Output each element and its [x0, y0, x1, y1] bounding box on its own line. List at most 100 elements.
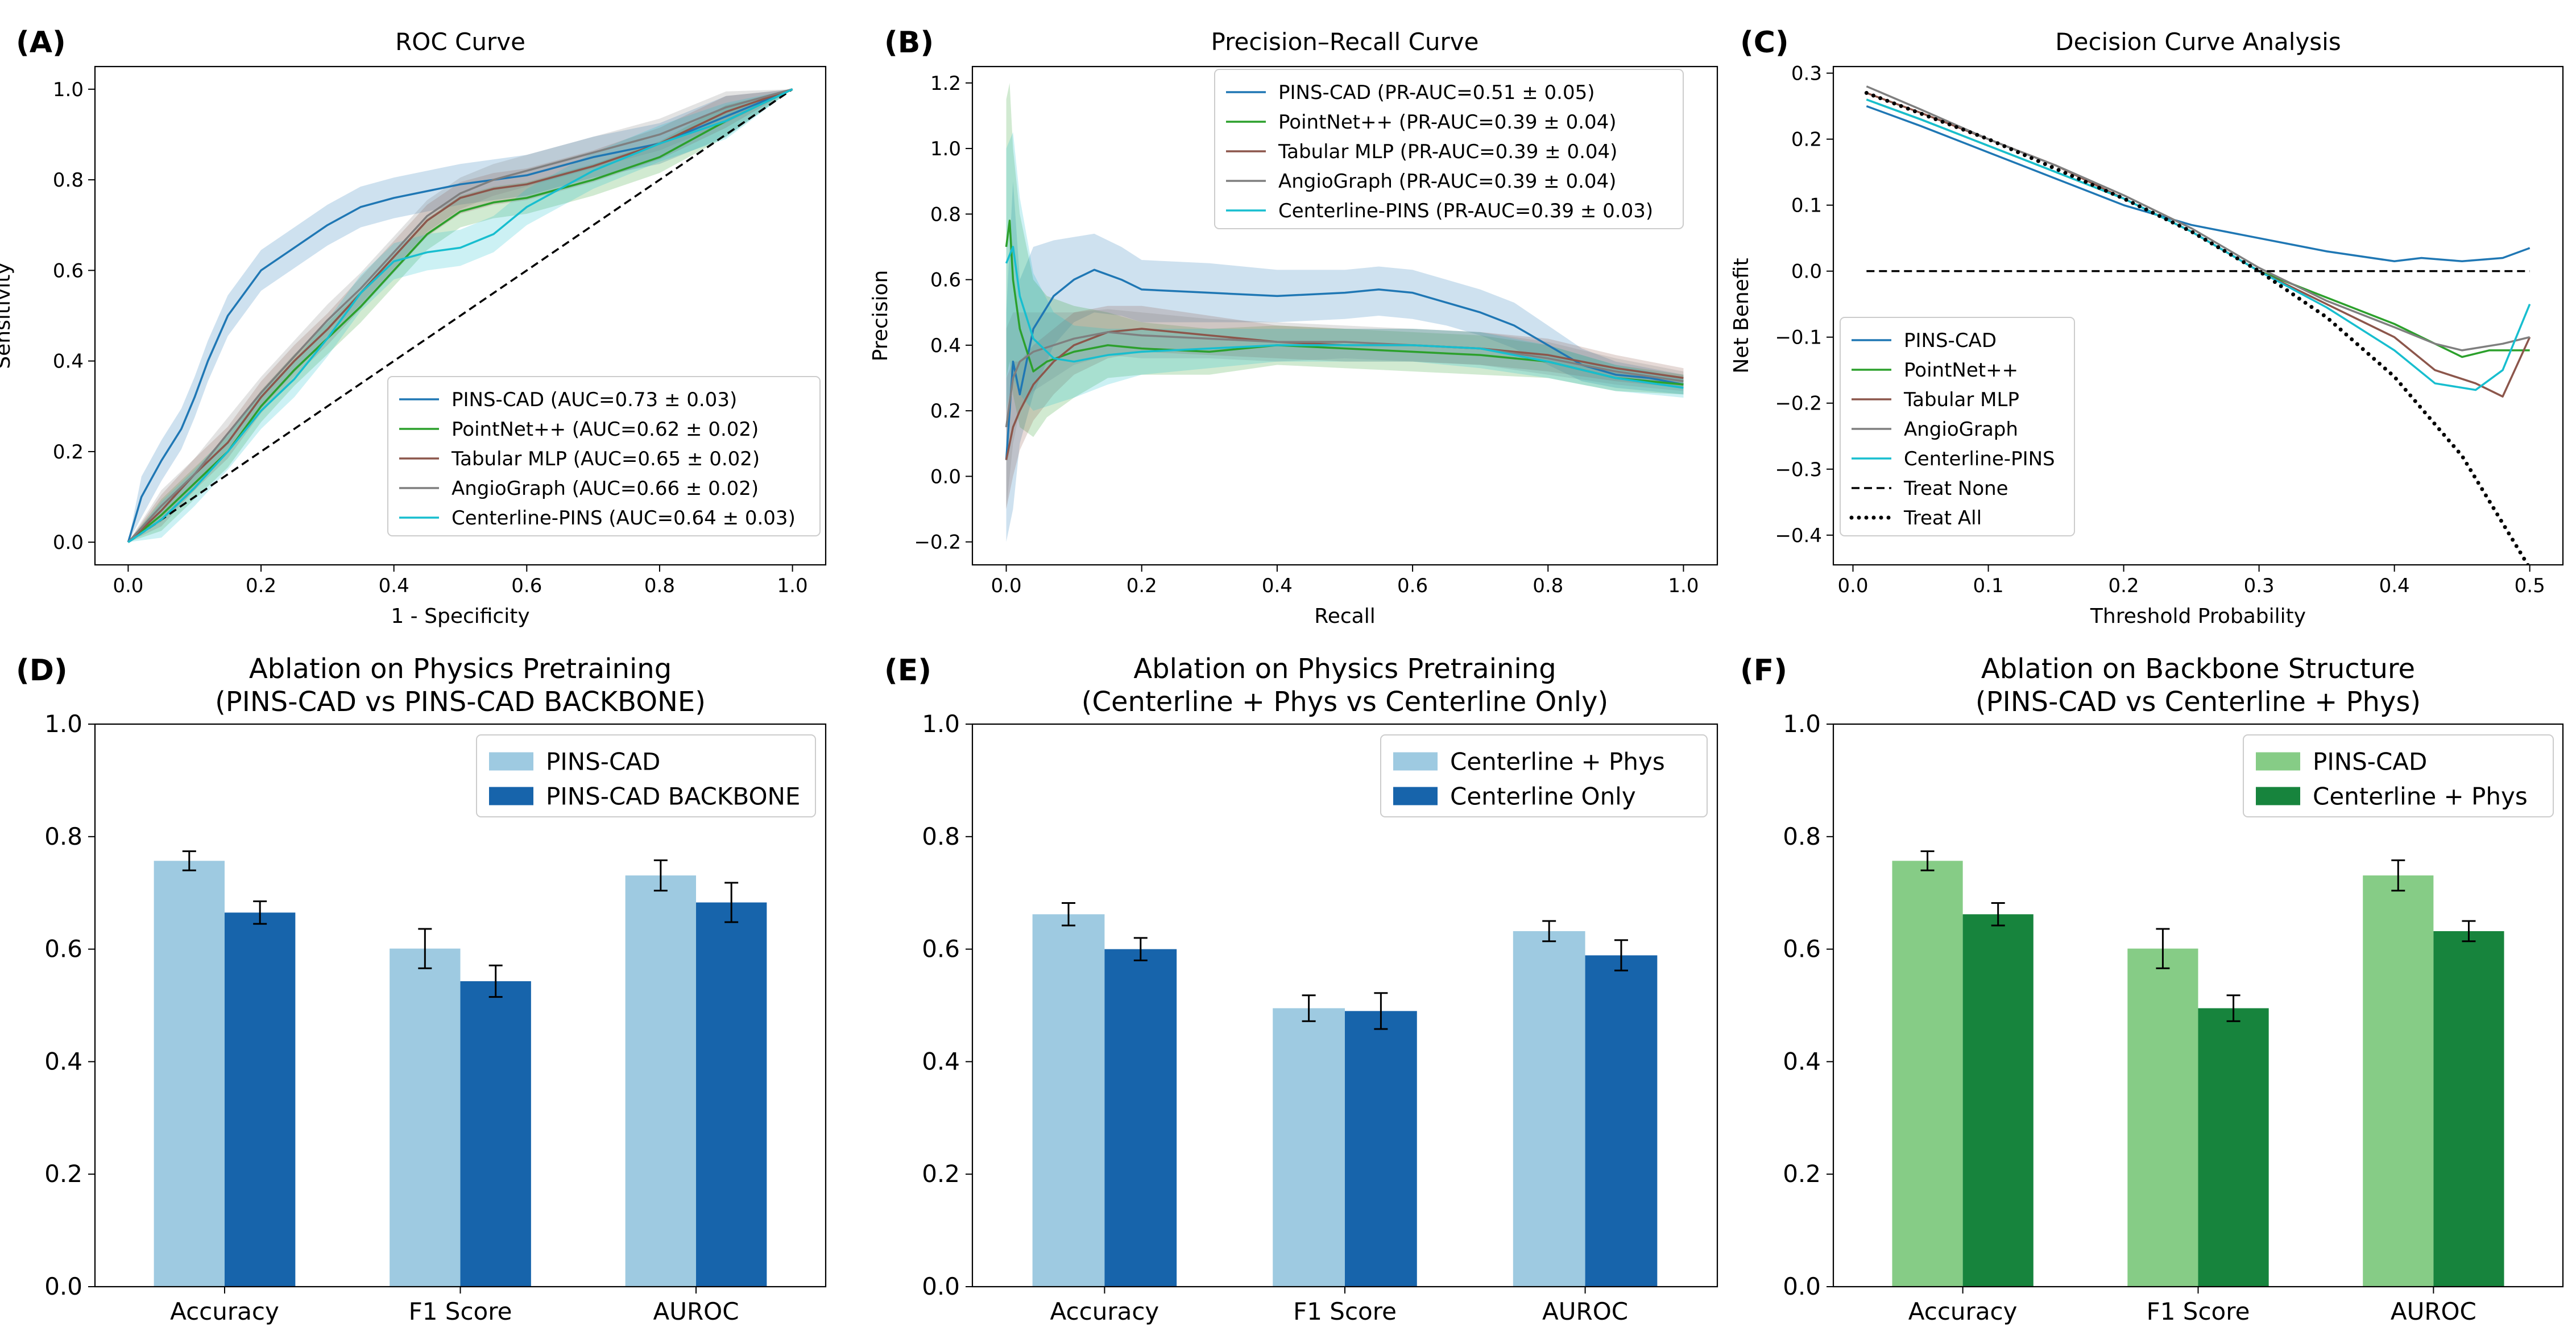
plot-frame — [971, 65, 1718, 566]
y-tick-label: 0.6 — [53, 259, 84, 282]
legend-label-pins-cad: PINS-CAD — [546, 748, 660, 776]
chart-title-line: (PINS-CAD vs PINS-CAD BACKBONE) — [215, 686, 706, 718]
x-axis-label: Recall — [1314, 605, 1375, 628]
plot-area — [1864, 85, 2531, 565]
legend-box — [387, 376, 821, 536]
bar-pins-cad — [154, 861, 225, 1287]
y-tick-label: 0.0 — [930, 465, 961, 488]
chart-title-line: Ablation on Backbone Structure — [1981, 653, 2415, 685]
x-tick-label: 1.0 — [1668, 575, 1699, 597]
y-tick-label: −0.3 — [1775, 458, 1822, 481]
y-tick-label: −0.2 — [1775, 392, 1822, 415]
series-line-treat-all — [1864, 90, 2531, 565]
category-label: Accuracy — [1908, 1297, 2018, 1325]
legend-swatch-pins-cad — [489, 752, 533, 771]
band-centerline-pins — [1006, 132, 1684, 411]
bar-pins-cad — [2363, 875, 2434, 1287]
bar-pins-cad — [2127, 948, 2198, 1287]
legend: PINS-CAD PointNet++ Tabular MLP AngioGraph C… — [1840, 317, 2075, 536]
series-line-angiograph — [127, 88, 793, 543]
series-line-centerline-pins — [1005, 246, 1684, 389]
category-label: AUROC — [2391, 1297, 2476, 1325]
legend-label-pointnet: PointNet++ — [1904, 359, 2018, 382]
bar-centerline-phys — [1962, 914, 2034, 1287]
y-tick-label: 0.8 — [53, 169, 84, 192]
panel-a: 0.0 0.2 0.4 0.6 0.8 1.0 0.0 0.2 0.4 0.6 0.8 1.0 ROC … — [0, 26, 827, 628]
x-tick-label: 1.0 — [777, 575, 808, 597]
legend-box — [1840, 317, 2075, 536]
chart-title-line: (PINS-CAD vs Centerline + Phys) — [1976, 686, 2421, 718]
y-tick-label: 0.3 — [1791, 63, 1822, 85]
legend-swatch-centerline-phys — [2256, 787, 2300, 805]
y-tick-label: 0.4 — [44, 1047, 82, 1075]
band-pins-cad — [1006, 181, 1684, 542]
legend-label-pins-cad: PINS-CAD — [2313, 748, 2427, 776]
y-tick-label: 1.2 — [930, 72, 961, 95]
x-tick-label: 0.4 — [1262, 575, 1293, 597]
category-label: Accuracy — [170, 1297, 279, 1325]
legend-label-tabular-mlp: Tabular MLP (AUC=0.65 ± 0.02) — [451, 448, 760, 470]
category-label: F1 Score — [409, 1297, 512, 1325]
bar-centerline-phys — [1032, 914, 1105, 1287]
y-axis-label: Precision — [869, 270, 892, 362]
x-tick-label: 0.8 — [644, 575, 675, 597]
legend-label-tabular-mlp: Tabular MLP — [1903, 389, 2019, 411]
chart-title: Precision–Recall Curve — [1211, 28, 1479, 56]
x-tick-label: 0.6 — [1397, 575, 1428, 597]
panel-f: Accuracy F1 Score AUROC 0.0 0.2 0.4 0.6 0.8 1.0 A… — [1740, 653, 2564, 1325]
y-tick-label: 1.0 — [44, 710, 82, 738]
chart-title: Decision Curve Analysis — [2055, 28, 2341, 56]
series-line-pins-cad — [1005, 268, 1684, 460]
legend-label-centerline-pins: Centerline-PINS (AUC=0.64 ± 0.03) — [452, 507, 796, 530]
series-line-tabular-mlp — [127, 88, 793, 543]
y-tick-label: 0.8 — [1783, 823, 1821, 850]
plot-frame — [94, 65, 827, 566]
x-tick-label: 0.8 — [1533, 575, 1563, 597]
y-axis-label: Net Benefit — [1730, 258, 1753, 373]
panel-label: (A) — [16, 26, 66, 60]
y-tick-label: 0.6 — [930, 269, 961, 292]
legend: PINS-CAD (PR-AUC=0.51 ± 0.05) PointNet++ … — [1214, 69, 1684, 229]
y-tick-label: 1.0 — [930, 138, 961, 160]
band-angiograph — [128, 89, 793, 543]
plot-area — [1005, 82, 1684, 542]
y-tick-label: 0.0 — [53, 531, 84, 554]
legend-label-treat-all: Treat All — [1903, 507, 1982, 530]
legend-label-pins-cad: PINS-CAD — [1904, 329, 1997, 352]
legend-label-treat-none: Treat None — [1903, 477, 2008, 500]
bar-centerline-phys — [2433, 931, 2504, 1287]
legend-label-pointnet: PointNet++ (PR-AUC=0.39 ± 0.04) — [1278, 111, 1617, 134]
y-tick-label: 0.0 — [1791, 261, 1822, 283]
legend-label-angiograph: AngioGraph (PR-AUC=0.39 ± 0.04) — [1278, 170, 1616, 193]
legend-label-pins-cad: PINS-CAD (AUC=0.73 ± 0.03) — [452, 389, 737, 411]
legend-swatch-centerline-phys — [1393, 752, 1438, 771]
panel-label: (D) — [16, 654, 68, 688]
category-label: F1 Score — [1293, 1297, 1397, 1325]
x-tick-label: 0.0 — [991, 575, 1022, 597]
y-tick-label: 0.2 — [1783, 1160, 1821, 1188]
panel-label: (C) — [1740, 26, 1789, 60]
y-tick-label: −0.4 — [1775, 524, 1822, 547]
y-tick-label: 0.4 — [930, 334, 961, 357]
y-tick-label: 0.6 — [44, 935, 82, 963]
bar-centerline-only — [1585, 955, 1658, 1287]
y-tick-label: 0.6 — [922, 935, 960, 963]
legend: PINS-CAD PINS-CAD BACKBONE — [476, 734, 816, 817]
legend-box — [2243, 734, 2554, 817]
y-tick-label: 0.2 — [922, 1160, 960, 1188]
band-tabular-mlp — [1006, 305, 1684, 510]
chart-title-line: Ablation on Physics Pretraining — [1133, 653, 1556, 685]
bar-pins-cad — [625, 875, 697, 1287]
y-tick-label: 0.2 — [53, 441, 84, 464]
legend-label-pins-cad: PINS-CAD (PR-AUC=0.51 ± 0.05) — [1278, 81, 1595, 104]
y-tick-label: 0.4 — [53, 350, 84, 373]
category-label: Accuracy — [1050, 1297, 1159, 1325]
x-tick-label: 0.3 — [2244, 575, 2275, 597]
legend-label-angiograph: AngioGraph (AUC=0.66 ± 0.02) — [452, 477, 759, 500]
panel-e: Accuracy F1 Score AUROC 0.0 0.2 0.4 0.6 0.8 1.0 A… — [884, 653, 1718, 1325]
y-tick-label: 0.8 — [922, 823, 960, 850]
series-line-angiograph — [1005, 331, 1684, 428]
legend: PINS-CAD Centerline + Phys — [2243, 734, 2554, 817]
y-tick-label: −0.2 — [914, 531, 961, 554]
x-tick-label: 0.4 — [379, 575, 409, 597]
